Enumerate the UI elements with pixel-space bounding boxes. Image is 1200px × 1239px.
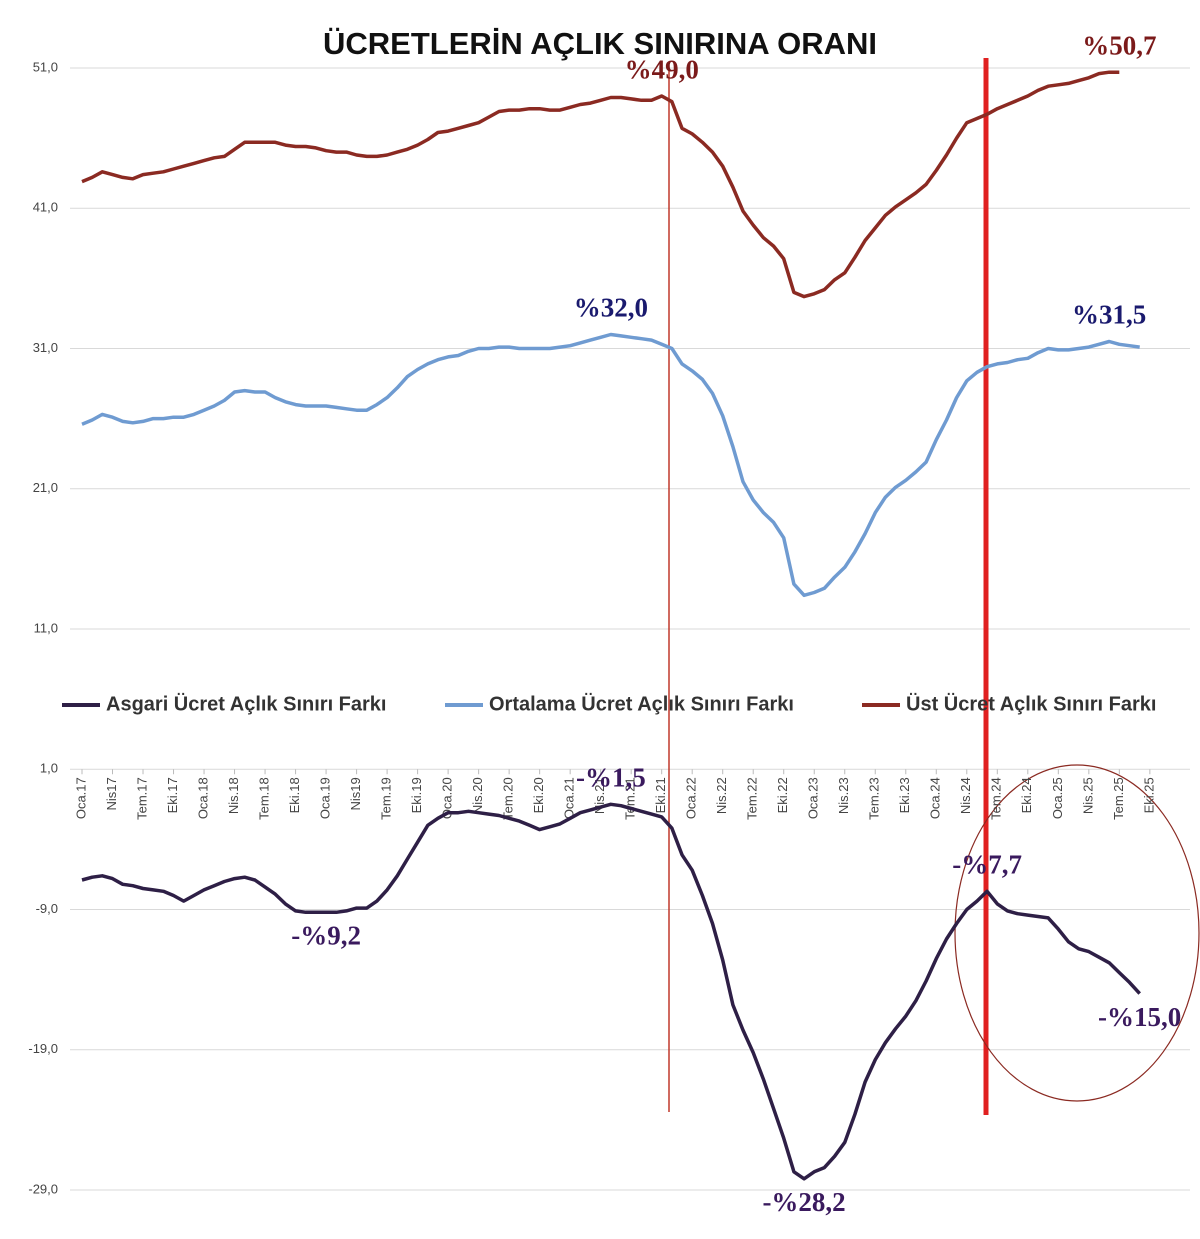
data-label: %49,0 xyxy=(625,54,699,84)
series-line xyxy=(81,332,1140,598)
series-line xyxy=(81,802,1141,1181)
y-tick-label: -9,0 xyxy=(36,901,58,916)
y-tick-label: 21,0 xyxy=(33,480,58,495)
data-label: -%7,7 xyxy=(952,849,1022,879)
x-tick-label: Nis17 xyxy=(104,777,119,810)
x-tick-label: Nis19 xyxy=(348,777,363,810)
data-label: %31,5 xyxy=(1072,300,1146,330)
data-label: %32,0 xyxy=(574,293,648,323)
x-tick-label: Oca.21 xyxy=(562,777,577,819)
x-tick-label: Eki.21 xyxy=(653,777,668,813)
y-tick-label: 51,0 xyxy=(33,59,58,74)
x-tick-label: Tem.23 xyxy=(867,777,882,820)
legend-label: Ortalama Ücret Açlık Sınırı Farkı xyxy=(489,692,794,715)
data-label: -%1,5 xyxy=(576,763,646,793)
data-label: -%9,2 xyxy=(291,921,361,951)
data-label: -%28,2 xyxy=(762,1187,845,1217)
y-tick-label: 31,0 xyxy=(33,340,58,355)
x-tick-label: Nis.25 xyxy=(1080,777,1095,814)
x-tick-label: Oca.25 xyxy=(1050,777,1065,819)
y-tick-label: -29,0 xyxy=(28,1181,58,1196)
data-label: %50,7 xyxy=(1082,30,1156,60)
x-tick-label: Oca.17 xyxy=(73,777,88,819)
x-tick-label: Tem.18 xyxy=(256,777,271,820)
series-line xyxy=(81,70,1120,299)
chart-title: ÜCRETLERİN AÇLIK SINIRINA ORANI xyxy=(323,26,877,61)
grid xyxy=(70,67,1190,1191)
x-tick-label: Eki.25 xyxy=(1141,777,1156,813)
x-tick-label: Oca.19 xyxy=(318,777,333,819)
x-tick-label: Eki.24 xyxy=(1019,777,1034,813)
data-label: -%15,0 xyxy=(1098,1002,1181,1032)
x-tick-label: Eki.22 xyxy=(775,777,790,813)
x-tick-label: Tem.22 xyxy=(745,777,760,820)
x-tick-label: Tem.17 xyxy=(134,777,149,820)
x-tick-label: Eki.23 xyxy=(897,777,912,813)
y-tick-label: -19,0 xyxy=(28,1041,58,1056)
x-tick-label: Oca.23 xyxy=(806,777,821,819)
legend-label: Üst Ücret Açlık Sınırı Farkı xyxy=(906,692,1156,715)
x-tick-label: Eki.19 xyxy=(409,777,424,813)
x-tick-label: Nis.22 xyxy=(714,777,729,814)
x-tick-label: Oca.22 xyxy=(684,777,699,819)
x-tick-label: Nis.23 xyxy=(836,777,851,814)
legend-label: Asgari Ücret Açlık Sınırı Farkı xyxy=(106,692,386,715)
x-tick-label: Eki.17 xyxy=(165,777,180,813)
x-tick-label: Tem.25 xyxy=(1111,777,1126,820)
x-tick-label: Nis.20 xyxy=(470,777,485,814)
x-tick-label: Nis.18 xyxy=(226,777,241,814)
x-tick-label: Oca.24 xyxy=(928,777,943,819)
x-tick-label: Eki.20 xyxy=(531,777,546,813)
y-tick-label: 11,0 xyxy=(34,620,58,635)
x-tick-label: Oca.20 xyxy=(440,777,455,819)
y-tick-label: 41,0 xyxy=(33,200,58,215)
x-tick-label: Tem.24 xyxy=(989,777,1004,820)
y-tick-label: 1,0 xyxy=(40,761,58,776)
highlight-ellipse xyxy=(954,764,1200,1102)
x-tick-label: Tem.19 xyxy=(379,777,394,820)
x-tick-label: Nis.24 xyxy=(958,777,973,814)
x-tick-label: Oca.18 xyxy=(195,777,210,819)
x-tick-label: Eki.18 xyxy=(287,777,302,813)
x-tick-label: Tem.20 xyxy=(501,777,516,820)
